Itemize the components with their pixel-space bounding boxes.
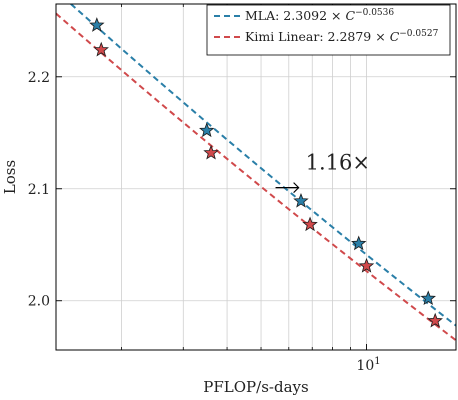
plot-area: [56, 4, 456, 342]
data-point-series-1: [302, 216, 318, 232]
annotations: 1.16×: [275, 151, 370, 194]
speedup-annotation: 1.16×: [306, 151, 370, 175]
plot-frame: [55, 3, 457, 351]
y-tick-label: 2.1: [28, 182, 50, 198]
legend-label-series-1: Kimi Linear: 2.2879 × C−0.0527: [245, 29, 439, 44]
legend: MLA: 2.3092 × C−0.0536 Kimi Linear: 2.287…: [206, 4, 451, 56]
fit-line-series-0: [69, 4, 456, 327]
fit-line-series-1: [56, 12, 456, 342]
legend-label-series-0: MLA: 2.3092 × C−0.0536: [245, 8, 394, 23]
data-point-series-0: [420, 290, 436, 306]
legend-box: [206, 4, 451, 56]
y-axis-title: Loss: [1, 160, 19, 194]
data-point-series-1: [203, 144, 219, 160]
grid: [56, 4, 456, 350]
data-point-series-0: [351, 235, 367, 251]
x-axis-title: PFLOP/s-days: [203, 378, 308, 396]
data-point-series-0: [199, 122, 215, 138]
data-point-series-0: [89, 17, 105, 32]
data-point-series-1: [358, 257, 375, 273]
data-point-series-0: [293, 192, 309, 208]
y-tick-label: 2.0: [28, 294, 50, 310]
x-tick-label: 101: [356, 356, 380, 374]
data-point-series-1: [427, 312, 443, 328]
y-tick-label: 2.2: [28, 70, 50, 86]
data-point-series-1: [93, 41, 109, 57]
arrow-head: [293, 182, 300, 194]
